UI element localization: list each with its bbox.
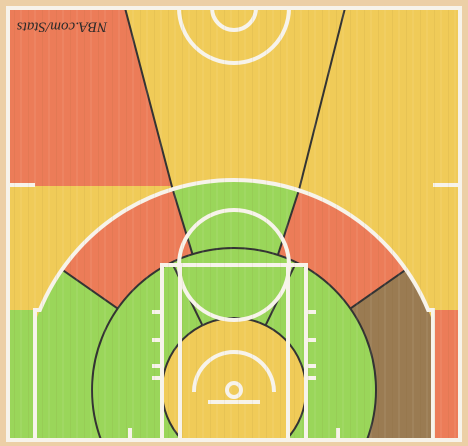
court-border bbox=[6, 6, 462, 442]
watermark: NBA.com/Stats bbox=[17, 19, 109, 35]
wood-grain bbox=[8, 8, 460, 440]
